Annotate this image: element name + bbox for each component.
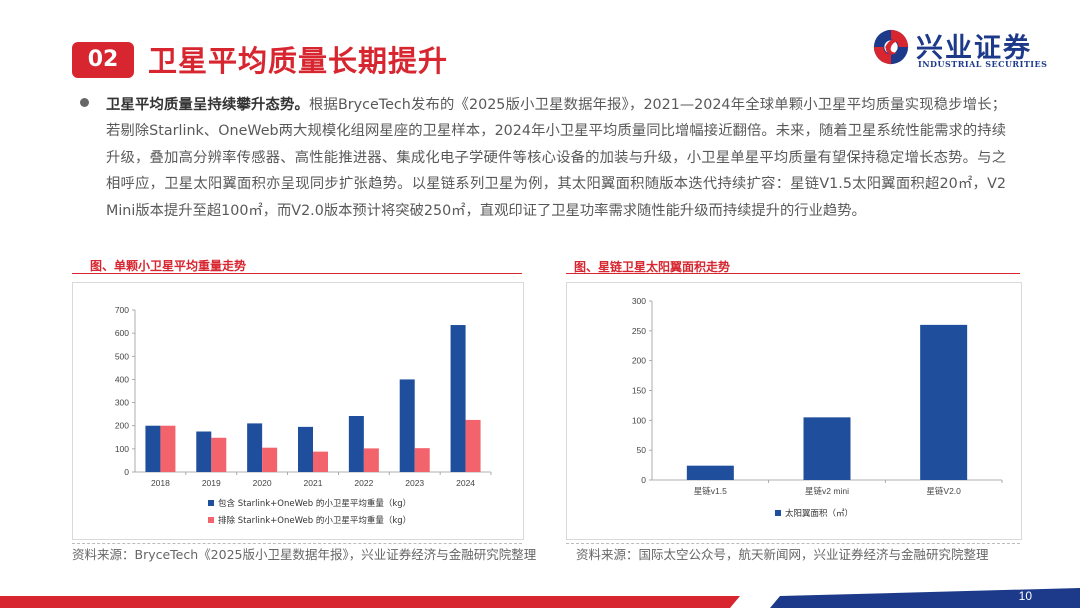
logo-name-en: INDUSTRIAL SECURITIES	[918, 59, 1048, 69]
chart1-legend-label-2: 排除 Starlink+OneWeb 的小卫星平均重量（kg）	[218, 515, 411, 526]
source2-rule	[566, 543, 1020, 544]
chart1-panel: 0 100 200 300 400 500 600 700 2018 2019 2020 2021 20…	[72, 282, 524, 540]
chart2-y-tick-label: 50	[637, 445, 647, 455]
chart1-y-tick-label: 500	[115, 351, 129, 361]
chart1-x-tick-label: 2024	[456, 478, 475, 488]
chart2-panel: 0 50 100 150 200 250 300 星链v1.5 星链v2 mini 星链V2.0 太…	[566, 282, 1022, 540]
chart1-x-tick-label: 2022	[354, 478, 373, 488]
chart2-y-tick-label: 250	[632, 326, 646, 336]
page-title: 卫星平均质量长期提升	[148, 44, 449, 78]
chart2-y-tick-label: 0	[641, 475, 646, 485]
logo-name-cn: 兴业证券	[916, 33, 1032, 64]
chart1-source: 资料来源：BryceTech《2025版小卫星数据年报》，兴业证券经济与金融研究…	[72, 547, 537, 562]
chart1-bar-s1-3	[247, 423, 263, 472]
chart2-legend-label-1: 太阳翼面积（㎡）	[785, 508, 853, 519]
chart1-y-tick-label: 600	[115, 328, 129, 338]
chart1-bar-s1-2	[196, 431, 212, 472]
chart1-x-tick-label: 2021	[304, 478, 323, 488]
chart1-x-tick-label: 2020	[253, 478, 272, 488]
chart2-x-tick-label: 星链v1.5	[694, 486, 727, 496]
summary-body: 根据BryceTech发布的《2025版小卫星数据年报》，2021—2024年全…	[106, 97, 1007, 219]
chart1-svg: 0 100 200 300 400 500 600 700 2018 2019 2020 2021 20…	[115, 305, 492, 526]
chart2-y-tick-label: 150	[632, 386, 646, 396]
chart1-legend-swatch-1	[208, 500, 214, 506]
summary-lead: 卫星平均质量呈持续攀升态势。	[106, 97, 309, 113]
chart1-bar-s1-1	[145, 425, 161, 472]
chart1-bar-s2-3	[262, 447, 278, 472]
chart1-bar-s2-7	[465, 419, 481, 472]
chart1-y-tick-label: 200	[115, 421, 129, 431]
chart2-x-tick-label: 星链v2 mini	[805, 486, 849, 496]
summary-paragraph: 卫星平均质量呈持续攀升态势。根据BryceTech发布的《2025版小卫星数据年…	[106, 92, 1006, 224]
chart1-y-tick-label: 400	[115, 374, 129, 384]
source1-rule	[72, 543, 522, 544]
chart1-x-tick-label: 2023	[405, 478, 424, 488]
chart2-x-tick-label: 星链V2.0	[926, 486, 961, 496]
chart1-y-tick-label: 100	[115, 444, 129, 454]
chart1-y-tick-label: 0	[124, 467, 129, 477]
chart1-legend-label-1: 包含 Starlink+OneWeb 的小卫星平均重量（kg）	[218, 498, 411, 509]
chart2-y-tick-label: 300	[632, 296, 646, 306]
chart1-title-rule	[72, 273, 522, 274]
chart2-bar-s1-2	[803, 417, 851, 480]
chart2-source: 资料来源：国际太空公众号，航天新闻网，兴业证券经济与金融研究院整理	[576, 547, 989, 562]
chart2-bar-s1-1	[686, 465, 734, 480]
chart2-title: 图、星链卫星太阳翼面积走势	[574, 260, 731, 274]
chart1-x-tick-label: 2018	[151, 478, 170, 488]
chart1-bar-s2-4	[313, 451, 328, 472]
chart1-y-tick-label: 300	[115, 398, 129, 408]
chart1-bar-s1-5	[348, 415, 364, 472]
page-number: 10	[1018, 589, 1032, 603]
section-number-badge: 02	[72, 42, 134, 78]
chart2-bar-s1-3	[920, 324, 968, 480]
chart1-bar-s2-6	[414, 448, 430, 472]
chart2-y-tick-label: 100	[632, 415, 646, 425]
chart2-title-rule	[566, 273, 1020, 274]
chart2-svg: 0 50 100 150 200 250 300 星链v1.5 星链v2 mini 星链V2.0 太…	[632, 296, 1003, 519]
chart1-legend-swatch-2	[208, 517, 214, 523]
chart1-bar-s2-2	[211, 437, 227, 472]
chart1-bar-s1-7	[450, 325, 466, 472]
chart1-y-tick-label: 700	[115, 305, 129, 315]
chart1-bar-s2-1	[160, 425, 176, 472]
bullet-icon	[80, 98, 89, 107]
logo-mark-icon	[873, 29, 909, 65]
chart2-y-tick-label: 200	[632, 356, 646, 366]
chart1-bar-s1-6	[399, 379, 415, 472]
chart1-title: 图、单颗小卫星平均重量走势	[90, 259, 247, 273]
chart1-x-tick-label: 2019	[202, 478, 221, 488]
footer-bar	[0, 588, 1080, 608]
chart2-legend-swatch-1	[775, 510, 781, 516]
company-logo: 兴业证券 INDUSTRIAL SECURITIES	[872, 28, 1062, 74]
chart1-bar-s2-5	[363, 448, 379, 472]
chart1-bar-s1-4	[298, 426, 313, 472]
